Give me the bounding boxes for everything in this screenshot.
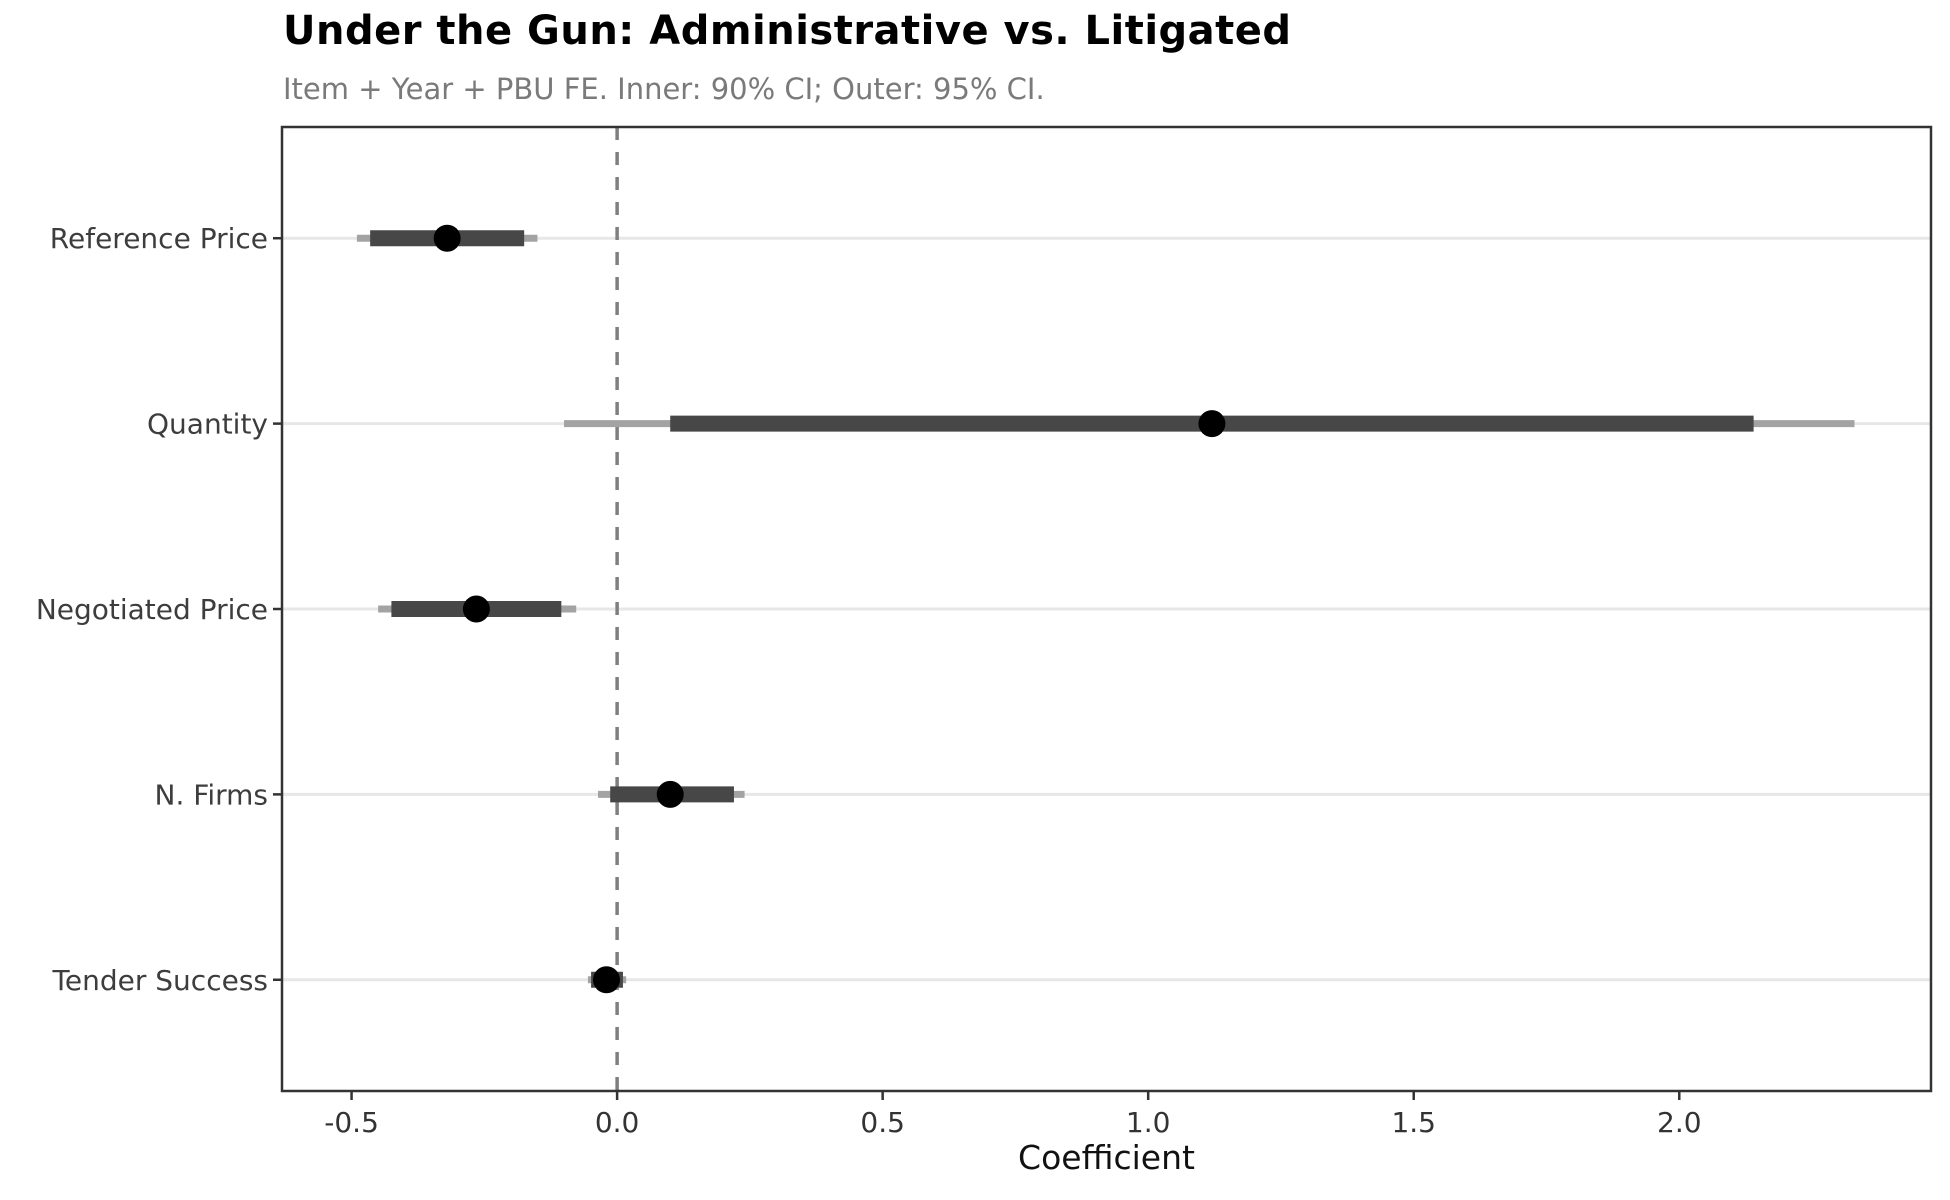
estimate-point xyxy=(433,224,461,252)
estimate-point xyxy=(462,595,490,623)
y-category-label: Quantity xyxy=(147,408,268,441)
x-tick-label: 2.0 xyxy=(1657,1106,1702,1139)
y-category-label: Negotiated Price xyxy=(36,593,268,626)
estimate-point xyxy=(656,780,684,808)
x-tick-label: 1.5 xyxy=(1391,1106,1436,1139)
y-category-label: Reference Price xyxy=(50,222,268,255)
x-tick-label: 0.5 xyxy=(860,1106,905,1139)
x-axis-title: Coefficient xyxy=(1018,1138,1195,1177)
x-tick-label: -0.5 xyxy=(324,1106,379,1139)
chart-title: Under the Gun: Administrative vs. Litiga… xyxy=(283,8,1292,54)
x-tick-label: 0.0 xyxy=(595,1106,640,1139)
estimate-point xyxy=(1198,410,1226,438)
estimate-point xyxy=(592,966,620,994)
x-tick-label: 1.0 xyxy=(1126,1106,1171,1139)
y-category-label: Tender Success xyxy=(52,964,268,997)
y-category-label: N. Firms xyxy=(155,778,268,811)
chart-subtitle: Item + Year + PBU FE. Inner: 90% CI; Out… xyxy=(283,72,1045,106)
